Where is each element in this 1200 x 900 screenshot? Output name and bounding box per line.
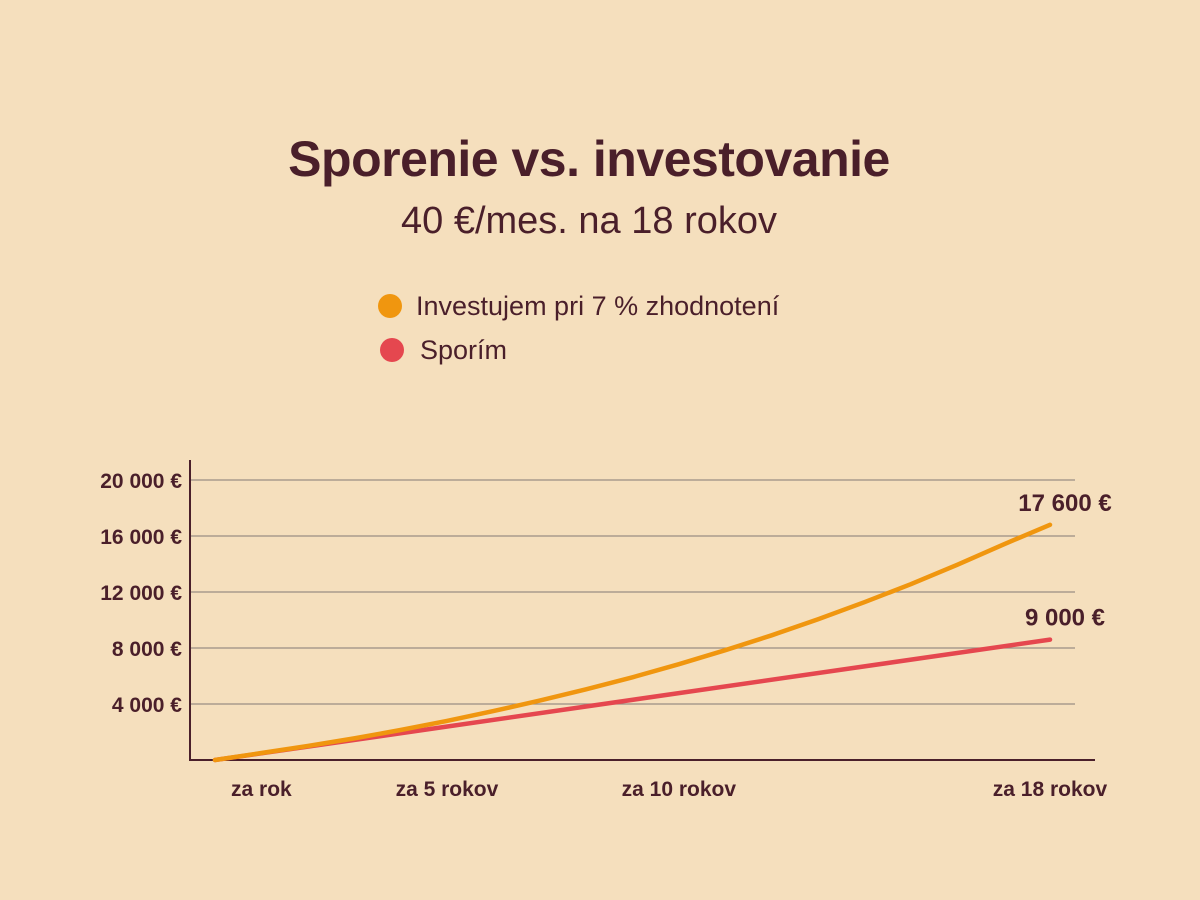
y-tick-label: 20 000 €	[100, 470, 182, 493]
axes	[189, 460, 1095, 761]
legend-item-saving: Sporím	[378, 328, 779, 372]
chart-title: Sporenie vs. investovanie	[288, 131, 890, 187]
legend-swatch-investing	[378, 294, 402, 318]
y-tick-label: 12 000 €	[100, 582, 182, 605]
x-tick-label: za 5 rokov	[396, 778, 499, 801]
y-tick-label: 8 000 €	[112, 638, 182, 661]
x-tick-label: za 18 rokov	[993, 778, 1108, 801]
y-tick-label: 16 000 €	[100, 526, 182, 549]
legend-swatch-saving	[380, 338, 404, 362]
series-end-label-1: 9 000 €	[1025, 605, 1105, 632]
legend-label-investing: Investujem pri 7 % zhodnotení	[416, 290, 780, 321]
series-lines	[212, 522, 1053, 763]
chart-legend: Investujem pri 7 % zhodnotení Sporím	[378, 284, 779, 372]
series-end-label-0: 17 600 €	[1018, 490, 1111, 517]
x-tick-label: za rok	[231, 778, 292, 801]
legend-label-saving: Sporím	[420, 334, 508, 365]
series-line-0	[212, 522, 1053, 763]
tick-labels: 4 000 € 8 000 € 12 000 € 16 000 € 20 000 € za…	[100, 470, 1111, 801]
gridlines	[190, 479, 1075, 705]
legend-item-investing: Investujem pri 7 % zhodnotení	[378, 284, 779, 328]
chart-subtitle: 40 €/mes. na 18 rokov	[401, 200, 777, 242]
x-tick-label: za 10 rokov	[622, 778, 737, 801]
y-tick-label: 4 000 €	[112, 694, 182, 717]
